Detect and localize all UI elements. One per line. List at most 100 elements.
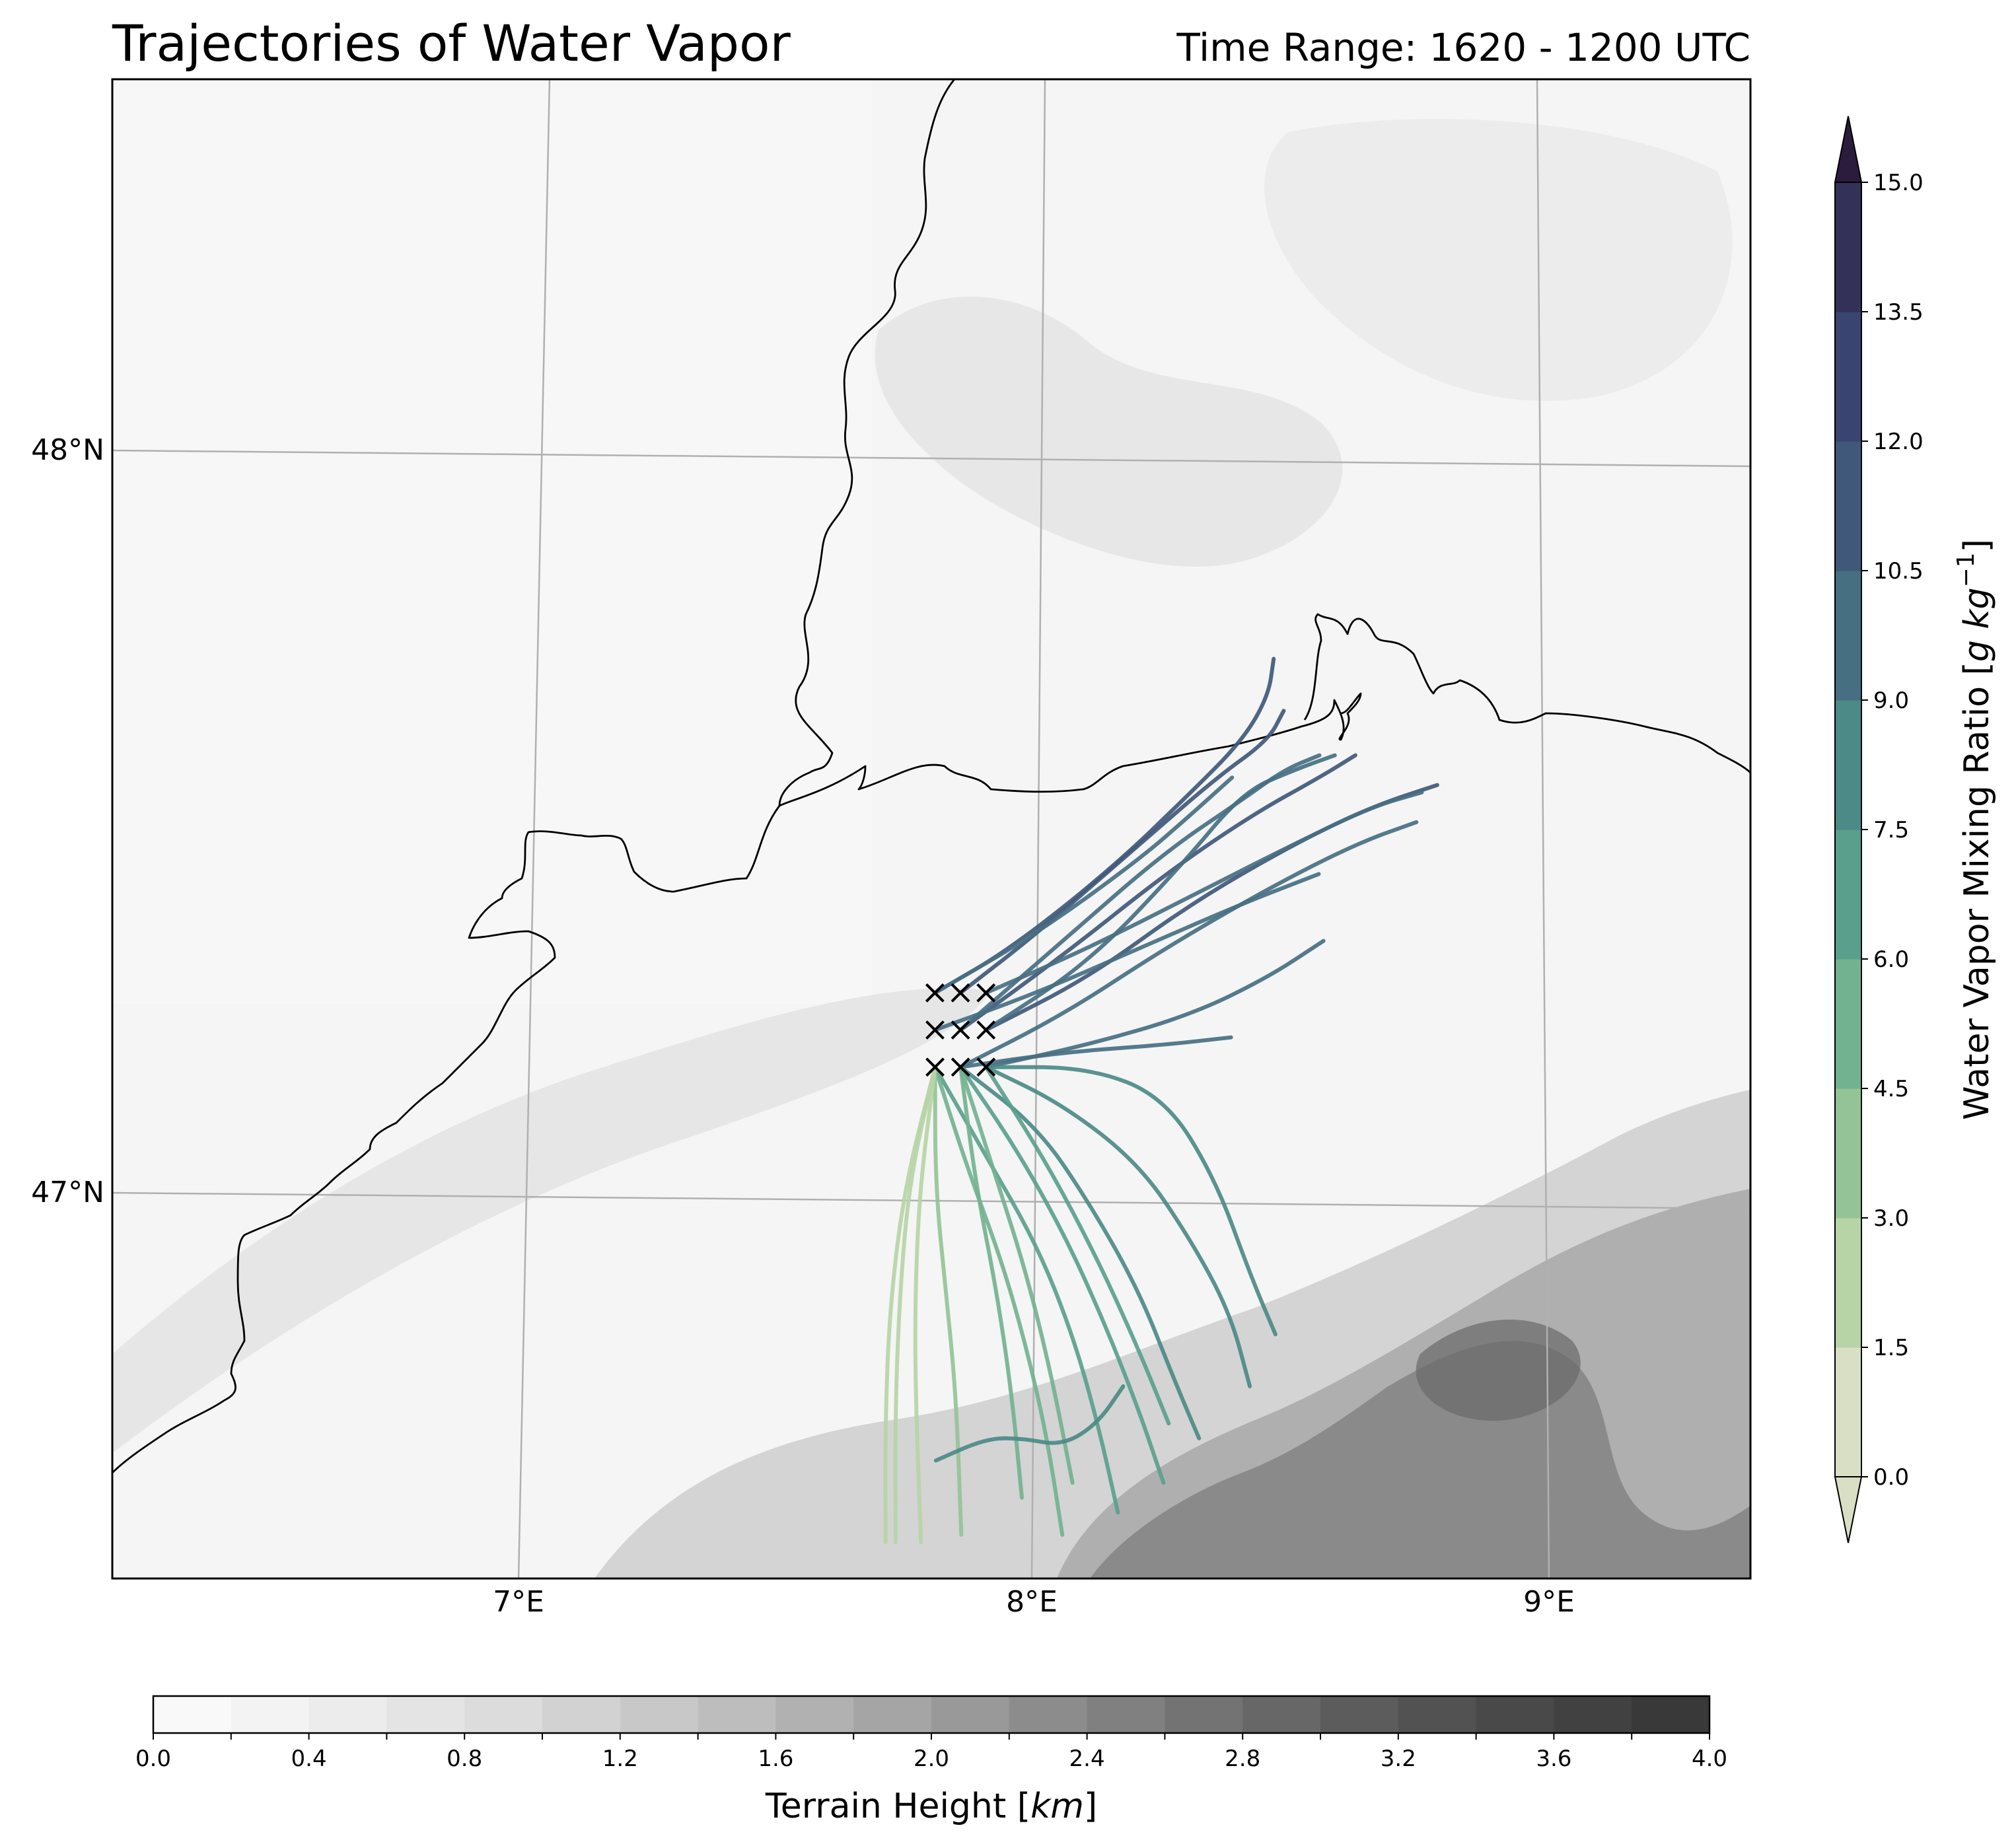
lon-label-7: 7°E [493, 1585, 544, 1619]
terrain-colorbar-tick-label: 0.0 [135, 1746, 171, 1772]
trajectory-line [883, 1065, 937, 1544]
grid-lon-7 [517, 79, 551, 1578]
terrain-colorbar-tick-label: 2.4 [1069, 1746, 1105, 1772]
vapor-colorbar-segment [1835, 1347, 1861, 1477]
terrain-colorbar-tick-label: 4.0 [1692, 1746, 1727, 1772]
vapor-colorbar-tick-label: 0.0 [1873, 1464, 1909, 1491]
trajectory-line [958, 753, 1357, 1032]
graticule [112, 79, 1750, 1578]
trajectory-line [933, 1065, 1120, 1515]
terrain-jura [112, 988, 991, 1453]
vapor-colorbar-extend-top [1834, 116, 1863, 183]
vapor-colorbar-segment [1835, 571, 1861, 701]
terrain-colorbar-segment [1242, 1696, 1321, 1733]
terrain-colorbar-segment [1087, 1696, 1165, 1733]
vapor-colorbar-segment [1835, 1088, 1861, 1219]
terrain-colorbar-tick-label: 1.2 [602, 1746, 638, 1772]
vapor-label-unit-g: g [1957, 640, 1997, 662]
vapor-colorbar-segments [1835, 182, 1861, 1477]
chart-title: Trajectories of Water Vapor [112, 14, 791, 73]
terrain-colorbar-segment [1632, 1696, 1710, 1733]
border-germany-switzerland [779, 692, 1362, 807]
terrain-colorbar-segment [1165, 1696, 1243, 1733]
vapor-colorbar-segment [1835, 441, 1861, 571]
trajectory-layer [883, 656, 1439, 1544]
terrain-label-close: ] [1084, 1787, 1097, 1826]
terrain-colorbar-ticks: 0.0 0.4 0.8 1.2 1.6 2.0 2.4 2.8 3.2 3.6 4.0 [135, 1733, 1727, 1772]
terrain-colorbar-segment [308, 1696, 387, 1733]
vapor-colorbar-tick-label: 10.5 [1873, 558, 1924, 585]
terrain-colorbar-segment [231, 1696, 310, 1733]
release-point-marker [951, 1020, 970, 1040]
terrain-colorbar-segment [620, 1696, 699, 1733]
grid-lat-48 [112, 449, 1750, 468]
trajectory-line [984, 790, 1424, 995]
map-panel [112, 79, 1750, 1578]
trajectory-line [958, 1065, 1075, 1485]
vapor-colorbar-tick-label: 4.5 [1873, 1076, 1909, 1102]
trajectory-line [984, 1065, 1171, 1426]
terrain-ridge-northeast [1264, 119, 1733, 402]
grid-lat-47 [112, 1191, 1750, 1210]
terrain-colorbar-segment [1476, 1696, 1554, 1733]
vapor-colorbar-label: Water Vapor Mixing Ratio [g kg−1] [1953, 539, 1997, 1120]
terrain-colorbar-segment [386, 1696, 465, 1733]
trajectory-line [933, 775, 1235, 995]
vapor-colorbar-segment [1835, 830, 1861, 960]
grid-lon-8 [1030, 79, 1046, 1578]
terrain-colorbar-segment [698, 1696, 776, 1733]
terrain-colorbar-segment [1320, 1696, 1399, 1733]
vapor-colorbar-segment [1835, 312, 1861, 442]
terrain-colorbar-segment [153, 1696, 232, 1733]
trajectory-line [933, 1384, 1126, 1463]
terrain-colorbar-segment [1554, 1696, 1632, 1733]
terrain-colorbar-tick-label: 2.0 [914, 1746, 949, 1772]
time-range-subtitle: Time Range: 1620 - 1200 UTC [1176, 25, 1750, 70]
terrain-colorbar-segment [542, 1696, 621, 1733]
terrain-plain [112, 79, 872, 1004]
vapor-colorbar-tick-label: 9.0 [1873, 688, 1909, 714]
terrain-colorbar-tick-label: 0.4 [291, 1746, 327, 1772]
terrain-colorbar-segments [153, 1696, 1710, 1733]
release-point-marker [976, 1057, 996, 1077]
terrain-shading [112, 79, 1750, 1578]
terrain-colorbar-label: Terrain Height [km] [765, 1787, 1097, 1826]
vapor-colorbar-segment [1835, 959, 1861, 1089]
vapor-colorbar-segment [1835, 700, 1861, 830]
map-frame [111, 78, 1752, 1580]
terrain-colorbar-segment [931, 1696, 1010, 1733]
trajectory-line [958, 709, 1286, 995]
terrain-colorbar-segment [1009, 1696, 1088, 1733]
country-borders [112, 79, 1750, 1473]
release-point-marker [925, 1020, 945, 1040]
release-point-marker [951, 1057, 970, 1077]
border-france-germany [778, 79, 956, 806]
lon-label-8: 8°E [1006, 1585, 1058, 1619]
terrain-colorbar-segment [1398, 1696, 1477, 1733]
vapor-label-exp: −1 [1953, 552, 1980, 587]
vapor-colorbar-tick-label: 15.0 [1873, 170, 1924, 196]
terrain-label-unit: km [1030, 1787, 1084, 1826]
lon-label-9: 9°E [1523, 1585, 1575, 1619]
trajectory-line [958, 1065, 1202, 1440]
trajectory-line [958, 1065, 1166, 1485]
grid-lon-9 [1536, 79, 1550, 1578]
terrain-colorbar-tick-label: 2.8 [1225, 1746, 1260, 1772]
vapor-colorbar-extend-bottom [1834, 1476, 1863, 1543]
terrain-peak-east [1416, 1319, 1581, 1421]
terrain-colorbar-segment [775, 1696, 854, 1733]
vapor-colorbar-ticks: 0.0 1.5 3.0 4.5 6.0 7.5 9.0 10.5 12.0 13.5 15.0 [1861, 170, 1924, 1491]
vapor-label-text: Water Vapor Mixing Ratio [ [1957, 662, 1997, 1120]
trajectory-line [984, 753, 1337, 1032]
lat-label-47: 47°N [31, 1176, 104, 1209]
trajectory-line [913, 1065, 937, 1544]
border-france-switzerland [112, 805, 781, 1473]
trajectory-line [958, 820, 1419, 1069]
release-point-marker [925, 983, 945, 1003]
release-point-marker [976, 983, 996, 1003]
trajectory-line [984, 1065, 1278, 1337]
terrain-colorbar-tick-label: 0.8 [447, 1746, 482, 1772]
release-point-marker [976, 1020, 996, 1040]
release-markers [925, 983, 996, 1077]
trajectory-line [958, 1065, 1024, 1500]
